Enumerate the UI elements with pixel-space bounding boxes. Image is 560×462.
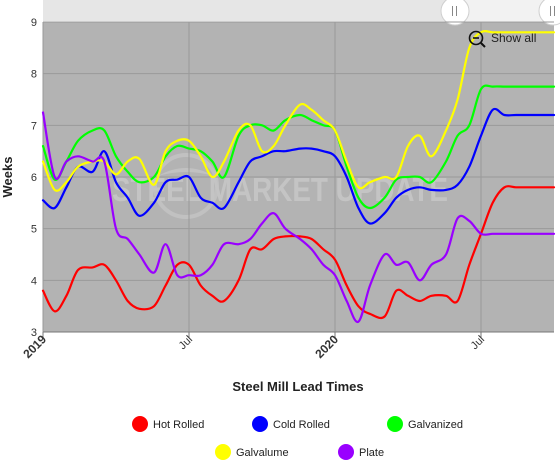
x-axis-title: Steel Mill Lead Times xyxy=(232,379,363,394)
y-tick-label: 5 xyxy=(31,224,37,236)
navigator-selected-range xyxy=(455,0,555,21)
y-tick-label: 3 xyxy=(31,327,37,339)
x-tick-label: 2020 xyxy=(312,332,341,361)
x-tick-label: 2019 xyxy=(20,332,49,361)
y-tick-label: 6 xyxy=(31,172,37,184)
legend-label: Galvalume xyxy=(236,447,289,459)
y-tick-label: 7 xyxy=(31,120,37,132)
legend-item-galvanized[interactable]: Galvanized xyxy=(387,416,463,432)
legend-item-hot-rolled[interactable]: Hot Rolled xyxy=(132,416,204,432)
y-tick-label: 4 xyxy=(31,275,37,287)
legend-label: Galvanized xyxy=(408,419,463,431)
navigator-handle-right[interactable] xyxy=(538,0,560,26)
series-line-galvalume xyxy=(41,30,556,192)
series-line-hot-rolled xyxy=(41,185,556,320)
legend-label: Cold Rolled xyxy=(273,419,330,431)
x-tick-label: Jul xyxy=(177,334,195,352)
show-all-button[interactable]: Show all xyxy=(468,30,537,48)
watermark-swoosh-icon xyxy=(158,168,214,176)
legend-label: Hot Rolled xyxy=(153,419,204,431)
show-all-label[interactable]: Show all xyxy=(491,31,536,45)
legend-marker-icon xyxy=(132,416,148,432)
legend-item-cold-rolled[interactable]: Cold Rolled xyxy=(252,416,330,432)
navigator-track xyxy=(43,0,560,21)
legend-marker-icon xyxy=(338,444,354,460)
y-tick-label: 8 xyxy=(31,69,37,81)
x-tick-label: Jul xyxy=(469,334,487,352)
legend-marker-icon xyxy=(387,416,403,432)
y-axis: 3 4 5 6 7 8 9 xyxy=(31,17,37,339)
watermark-globe-icon xyxy=(153,153,219,219)
legend-item-plate[interactable]: Plate xyxy=(338,444,384,460)
zoom-out-icon xyxy=(468,30,484,46)
legend-item-galvalume[interactable]: Galvalume xyxy=(215,444,289,460)
series-line-plate xyxy=(41,111,556,323)
x-axis: 2019 Jul 2020 Jul xyxy=(20,332,487,361)
navigator-handle-left-knob[interactable] xyxy=(440,0,470,26)
legend: Hot Rolled Cold Rolled Galvanized Galvalume… xyxy=(132,416,463,460)
navigator-handle-right-knob[interactable] xyxy=(538,0,560,26)
y-axis-title: Weeks xyxy=(0,157,15,198)
y-tick-label: 9 xyxy=(31,17,37,29)
series-line-galvanized xyxy=(41,84,556,210)
legend-marker-icon xyxy=(252,416,268,432)
navigator-handle-left[interactable] xyxy=(440,0,470,26)
legend-label: Plate xyxy=(359,447,384,459)
legend-marker-icon xyxy=(215,444,231,460)
series-group xyxy=(41,30,556,323)
zoom-out-handle xyxy=(480,42,486,48)
series-line-cold-rolled xyxy=(41,107,556,225)
navigator-strip xyxy=(43,0,560,21)
